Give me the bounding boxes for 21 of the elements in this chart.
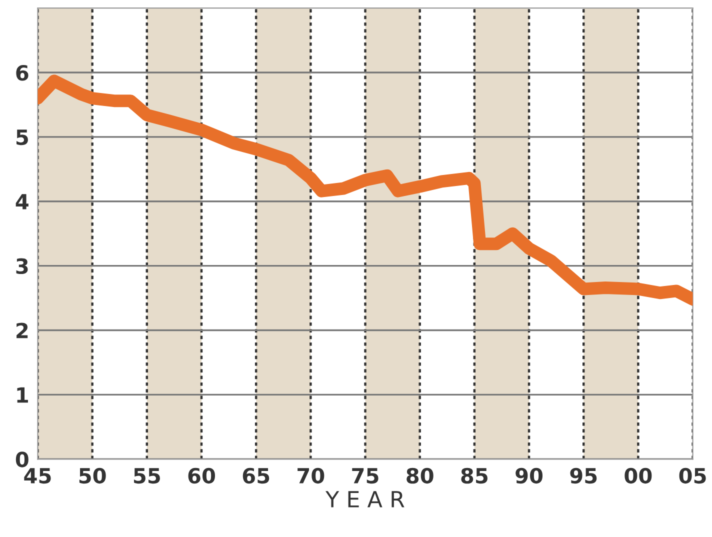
- x-tick-label: 60: [188, 468, 215, 484]
- y-tick-label: 5: [16, 130, 28, 146]
- x-tick-label: 55: [134, 468, 160, 484]
- x-tick-label: 50: [79, 468, 106, 484]
- x-tick-label: 95: [570, 468, 597, 484]
- x-tick-label: 85: [461, 468, 488, 484]
- x-tick-label: 80: [406, 468, 434, 484]
- x-tick-label: 70: [298, 468, 324, 484]
- x-tick-label: 65: [242, 468, 270, 484]
- y-tick-label: 6: [16, 64, 28, 81]
- x-tick-label: 75: [352, 468, 378, 484]
- y-tick-label: 0: [16, 452, 28, 468]
- x-axis-title: Y E A R: [325, 491, 404, 508]
- y-tick-label: 2: [16, 322, 28, 338]
- x-tick-label: 90: [516, 468, 543, 484]
- x-tick-label: 00: [624, 468, 652, 484]
- x-tick-label: 45: [24, 468, 51, 484]
- x-tick-label: 05: [679, 468, 706, 484]
- y-tick-label: 4: [16, 194, 28, 210]
- y-tick-label: 3: [16, 258, 28, 274]
- y-tick-label: 1: [17, 387, 28, 403]
